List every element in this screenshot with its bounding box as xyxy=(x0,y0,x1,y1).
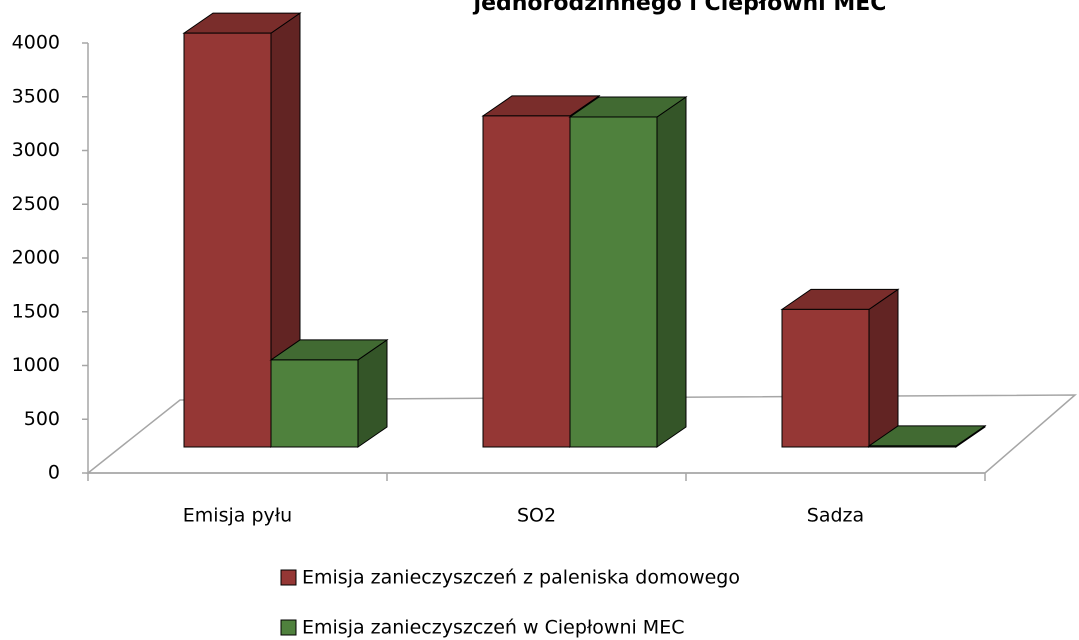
x-tick-label: Sadza xyxy=(807,505,864,527)
bar-front xyxy=(482,115,571,448)
bar xyxy=(269,338,389,448)
y-tick-label: 500 xyxy=(24,408,60,430)
y-tick-label: 3500 xyxy=(12,85,60,107)
y-tick-label: 4000 xyxy=(12,32,60,54)
chart-title: jednorodzinnego i Ciepłowni MEC xyxy=(473,0,887,16)
y-tick-label: 3000 xyxy=(12,139,60,161)
legend-label: Emisja zanieczyszczeń z paleniska domowe… xyxy=(302,567,740,589)
bar-front xyxy=(270,359,359,448)
y-tick-label: 1000 xyxy=(12,354,60,376)
y-tick-label: 1500 xyxy=(12,300,60,322)
y-tick-label: 2500 xyxy=(12,193,60,215)
bar xyxy=(780,288,900,448)
bar-side xyxy=(656,96,687,448)
bar-front xyxy=(781,308,870,448)
bar-front xyxy=(569,116,658,448)
x-tick-label: SO2 xyxy=(517,505,556,527)
x-tick-label: Emisja pyłu xyxy=(183,505,292,527)
legend-label: Emisja zanieczyszczeń w Ciepłowni MEC xyxy=(302,617,684,639)
y-tick-label: 0 xyxy=(48,462,60,484)
bar xyxy=(182,12,302,448)
legend-swatch xyxy=(280,619,297,636)
bar xyxy=(867,424,987,448)
bar xyxy=(568,96,688,448)
bar-side xyxy=(868,288,899,448)
bar-front xyxy=(868,445,957,448)
bar-front xyxy=(183,32,272,448)
legend-swatch xyxy=(280,569,297,586)
y-tick-label: 2000 xyxy=(12,247,60,269)
